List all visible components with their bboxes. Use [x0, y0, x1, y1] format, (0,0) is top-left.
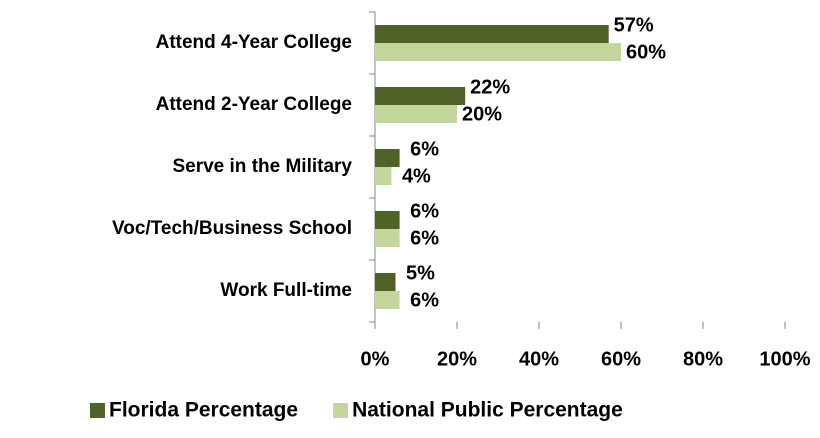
data-label: 20%: [462, 103, 502, 125]
bar: [375, 273, 396, 291]
legend-swatch: [333, 403, 349, 418]
data-label: 4%: [402, 165, 431, 187]
category-label: Serve in the Military: [172, 156, 352, 177]
x-tick-label: 20%: [437, 348, 477, 370]
x-tick-label: 100%: [759, 348, 810, 370]
x-tick-label: 0%: [361, 348, 390, 370]
bar: [375, 167, 392, 185]
data-label: 5%: [406, 262, 435, 284]
legend-label: National Public Percentage: [352, 399, 623, 422]
data-label: 60%: [626, 41, 666, 63]
bar: [375, 43, 621, 61]
bar: [375, 25, 609, 43]
data-label: 6%: [410, 289, 439, 311]
category-label: Work Full-time: [220, 280, 352, 301]
data-label: 6%: [410, 200, 439, 222]
legend-swatch: [90, 403, 105, 418]
data-label: 6%: [410, 227, 439, 249]
legend-label: Florida Percentage: [109, 399, 298, 422]
bar: [375, 229, 400, 247]
bar: [375, 87, 466, 105]
category-label: Attend 2-Year College: [156, 94, 352, 115]
category-label: Voc/Tech/Business School: [112, 218, 352, 239]
data-label: 57%: [614, 14, 654, 36]
x-tick-label: 80%: [683, 348, 723, 370]
bar: [375, 105, 457, 123]
data-label: 22%: [470, 76, 510, 98]
data-label: 6%: [410, 138, 439, 160]
x-tick-label: 60%: [601, 348, 641, 370]
x-tick-label: 40%: [519, 348, 559, 370]
category-label: Attend 4-Year College: [156, 32, 352, 53]
bar: [375, 291, 400, 309]
bar: [375, 211, 400, 229]
bar: [375, 149, 400, 167]
